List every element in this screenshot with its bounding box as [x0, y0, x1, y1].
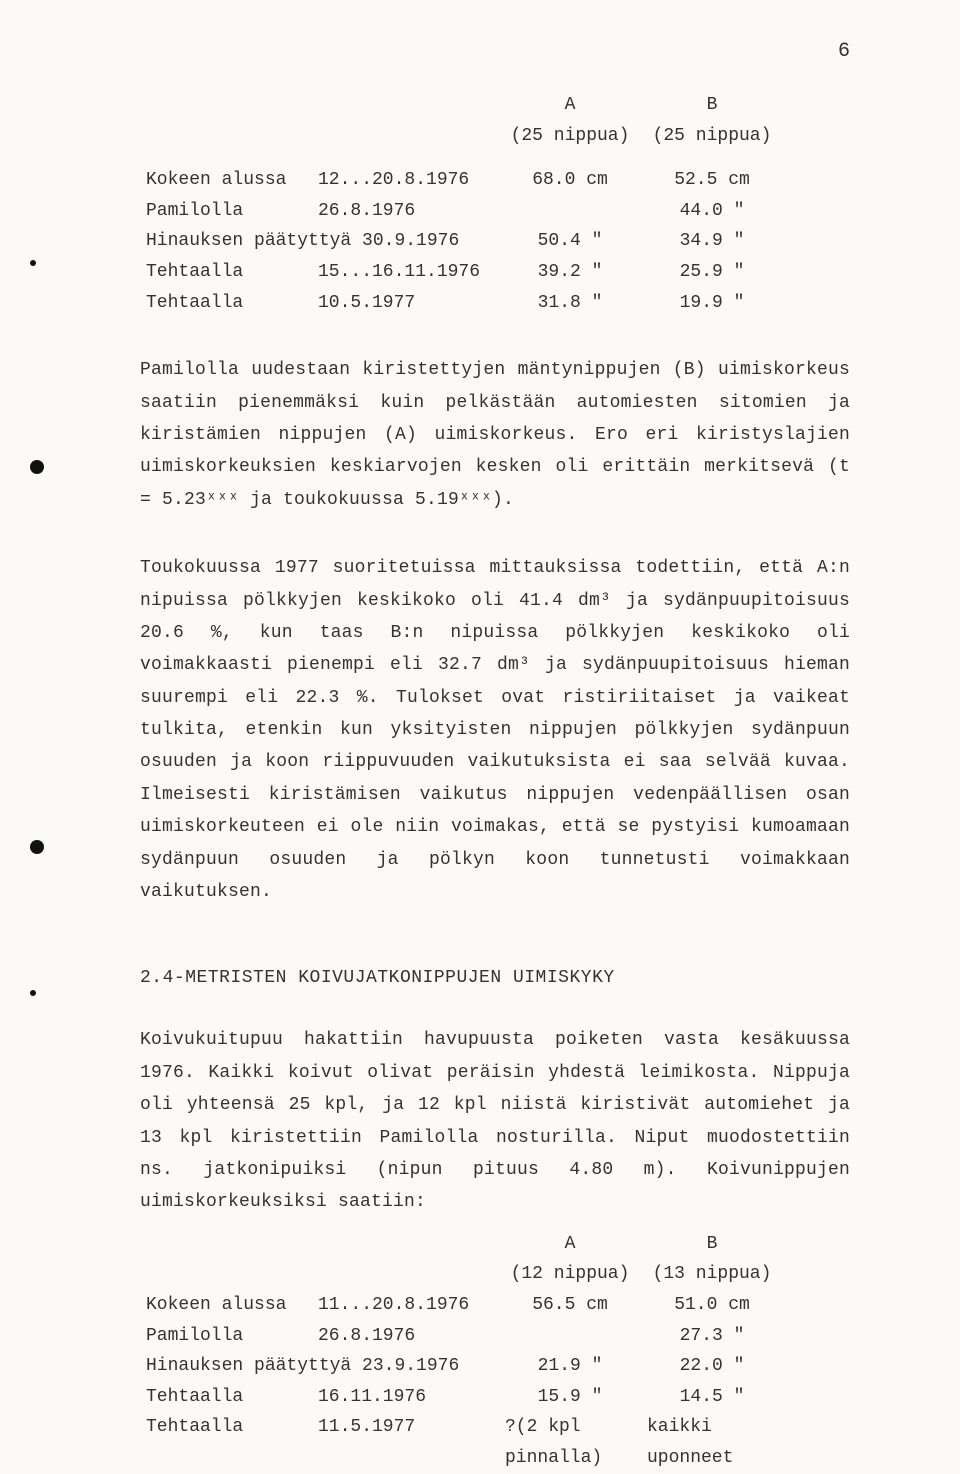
- row-value-a: 68.0 cm: [499, 165, 641, 196]
- row-date: 11...20.8.1976: [312, 1290, 499, 1321]
- paragraph-1: Pamilolla uudestaan kiristettyjen mäntyn…: [140, 354, 850, 516]
- row-date: 10.5.1977: [312, 288, 499, 319]
- table1-col-a-header: A: [499, 90, 641, 121]
- row-value-a: 56.5 cm: [499, 1290, 641, 1321]
- row-label: Hinauksen päätyttyä 23.9.1976: [140, 1351, 499, 1382]
- row-label-text: Hinauksen päätyttyä: [146, 1356, 351, 1376]
- table1-col-b-header: B: [641, 90, 783, 121]
- row-label: Hinauksen päätyttyä 30.9.1976: [140, 226, 499, 257]
- table-row: Kokeen alussa 11...20.8.1976 56.5 cm 51.…: [140, 1290, 783, 1321]
- row-value-a: 21.9 ": [499, 1351, 641, 1382]
- table-row: Pamilolla 26.8.1976 44.0 ": [140, 196, 783, 227]
- table-row: Tehtaalla 15...16.11.1976 39.2 " 25.9 ": [140, 257, 783, 288]
- document-page: 6 A B (25 nippua) (25 nippua) Kokeen alu…: [0, 0, 960, 1391]
- row-value-b: 51.0 cm: [641, 1290, 783, 1321]
- table2-col-a-header: A: [499, 1229, 641, 1260]
- punch-dot-icon: [30, 260, 36, 266]
- row-value-a: 31.8 ": [499, 288, 641, 319]
- row-value-b: 27.3 ": [641, 1321, 783, 1352]
- row-value-b: 19.9 ": [641, 288, 783, 319]
- table-row: Hinauksen päätyttyä 23.9.1976 21.9 " 22.…: [140, 1351, 783, 1382]
- table-row: Hinauksen päätyttyä 30.9.1976 50.4 " 34.…: [140, 226, 783, 257]
- row-value-a: 15.9 ": [499, 1382, 641, 1413]
- row-date-text: 30.9.1976: [362, 231, 459, 251]
- measurements-table-1: A B (25 nippua) (25 nippua) Kokeen aluss…: [140, 90, 850, 318]
- row-label: Tehtaalla: [140, 257, 312, 288]
- row-date: 26.8.1976: [312, 1321, 499, 1352]
- table-row: Tehtaalla 16.11.1976 15.9 " 14.5 ": [140, 1382, 783, 1413]
- section-heading: 2.4-METRISTEN KOIVUJATKONIPPUJEN UIMISKY…: [140, 968, 850, 988]
- punch-dot-icon: [30, 840, 44, 854]
- row-value-b: 22.0 ": [641, 1351, 783, 1382]
- paragraph-3: Koivukuitupuu hakattiin havupuusta poike…: [140, 1024, 850, 1218]
- measurements-table-2: A B (12 nippua) (13 nippua) Kokeen aluss…: [140, 1229, 850, 1474]
- row-date-text: 23.9.1976: [362, 1356, 459, 1376]
- punch-dot-icon: [30, 990, 36, 996]
- row-label: Kokeen alussa: [140, 165, 312, 196]
- row-label: Kokeen alussa: [140, 1290, 312, 1321]
- row-value-b: 34.9 ": [641, 226, 783, 257]
- table1-col-b-subheader: (25 nippua): [641, 121, 783, 152]
- row-value-b: 25.9 ": [641, 257, 783, 288]
- row-date: 26.8.1976: [312, 196, 499, 227]
- row-label: Tehtaalla: [140, 288, 312, 319]
- row-label: Pamilolla: [140, 1321, 312, 1352]
- row-value-b: 44.0 ": [641, 196, 783, 227]
- punch-dot-icon: [30, 460, 44, 474]
- row-value-a: ?(2 kpl pinnalla): [499, 1412, 641, 1473]
- row-value-a: 50.4 ": [499, 226, 641, 257]
- table2-col-b-header: B: [641, 1229, 783, 1260]
- row-value-a: [499, 1321, 641, 1352]
- paragraph-2: Toukokuussa 1977 suoritetuissa mittauksi…: [140, 552, 850, 908]
- table1-col-a-subheader: (25 nippua): [499, 121, 641, 152]
- row-value-b: kaikki uponneet: [641, 1412, 783, 1473]
- table2-col-a-subheader: (12 nippua): [499, 1259, 641, 1290]
- row-date: 11.5.1977: [312, 1412, 499, 1473]
- row-date: 12...20.8.1976: [312, 165, 499, 196]
- row-value-b: 52.5 cm: [641, 165, 783, 196]
- row-value-a: 39.2 ": [499, 257, 641, 288]
- table-row: Tehtaalla 11.5.1977 ?(2 kpl pinnalla) ka…: [140, 1412, 783, 1473]
- row-value-a: [499, 196, 641, 227]
- row-label: Tehtaalla: [140, 1382, 312, 1413]
- row-date: 16.11.1976: [312, 1382, 499, 1413]
- table-row: Tehtaalla 10.5.1977 31.8 " 19.9 ": [140, 288, 783, 319]
- table-row: Kokeen alussa 12...20.8.1976 68.0 cm 52.…: [140, 165, 783, 196]
- row-label: Tehtaalla: [140, 1412, 312, 1473]
- table-row: Pamilolla 26.8.1976 27.3 ": [140, 1321, 783, 1352]
- page-number: 6: [838, 40, 850, 63]
- row-date: 15...16.11.1976: [312, 257, 499, 288]
- row-value-b: 14.5 ": [641, 1382, 783, 1413]
- row-label: Pamilolla: [140, 196, 312, 227]
- table2-col-b-subheader: (13 nippua): [641, 1259, 783, 1290]
- row-label-text: Hinauksen päätyttyä: [146, 231, 351, 251]
